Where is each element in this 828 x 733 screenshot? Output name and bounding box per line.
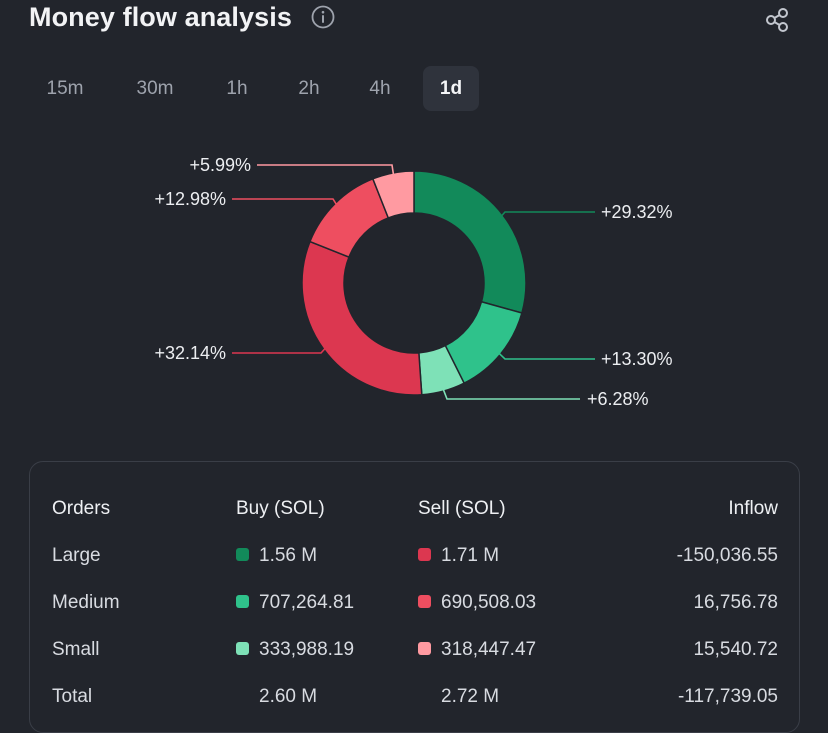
- large-inflow: -150,036.55: [676, 545, 778, 566]
- large-sell-value: 1.71 M: [441, 545, 500, 566]
- money-flow-donut-chart: +29.32% +13.30% +6.28% +32.14% +12.98% +5.99%: [154, 155, 673, 409]
- small-sell: 318,447.47: [418, 638, 536, 662]
- medium-sell-value: 690,508.03: [441, 592, 537, 613]
- donut-label-2: +6.28%: [587, 389, 649, 409]
- donut-slice-0[interactable]: [413, 170, 527, 314]
- large-buy: 1.56 M: [236, 544, 317, 568]
- donut-leader-line-2: [441, 386, 580, 400]
- share-icon[interactable]: [763, 6, 791, 34]
- donut-leader-line-4: [232, 198, 339, 207]
- tab-15m[interactable]: 15m: [46, 78, 84, 99]
- money-flow-table: Orders Buy (SOL) Sell (SOL) Inflow Large…: [29, 461, 800, 733]
- medium-buy-swatch: [236, 595, 249, 608]
- medium-buy: 707,264.81: [236, 591, 354, 615]
- tab-1d[interactable]: 1d: [423, 66, 479, 111]
- row-label-medium: Medium: [52, 592, 120, 613]
- donut-slice-5[interactable]: [371, 170, 415, 219]
- small-sell-swatch: [418, 642, 431, 655]
- inflow-header: Inflow: [728, 498, 778, 519]
- medium-sell: 690,508.03: [418, 591, 536, 615]
- large-sell: 1.71 M: [418, 544, 499, 568]
- buy-header: Buy (SOL): [236, 498, 325, 519]
- medium-sell-swatch: [418, 595, 431, 608]
- tab-30m[interactable]: 30m: [136, 78, 174, 99]
- orders-header: Orders: [52, 498, 111, 519]
- donut-leader-line-5: [257, 164, 395, 178]
- small-buy-swatch: [236, 642, 249, 655]
- donut-label-1: +13.30%: [601, 349, 673, 369]
- total-sell: 2.72 M: [441, 686, 500, 707]
- small-inflow: 15,540.72: [693, 639, 778, 660]
- small-buy-value: 333,988.19: [259, 639, 355, 660]
- row-label-total: Total: [52, 686, 93, 707]
- donut-label-3: +32.14%: [154, 343, 226, 363]
- page-title: Money flow analysis: [29, 2, 292, 32]
- small-sell-value: 318,447.47: [441, 639, 537, 660]
- donut-label-5: +5.99%: [189, 155, 251, 175]
- tab-1h[interactable]: 1h: [226, 78, 248, 99]
- donut-label-0: +29.32%: [601, 202, 673, 222]
- info-icon[interactable]: [311, 5, 335, 29]
- large-buy-value: 1.56 M: [259, 545, 318, 566]
- medium-inflow: 16,756.78: [693, 592, 778, 613]
- total-buy: 2.60 M: [259, 686, 318, 707]
- tab-2h[interactable]: 2h: [298, 78, 320, 99]
- medium-buy-value: 707,264.81: [259, 592, 355, 613]
- small-buy: 333,988.19: [236, 638, 354, 662]
- donut-slice-3[interactable]: [301, 240, 423, 396]
- row-label-large: Large: [52, 545, 101, 566]
- tab-4h[interactable]: 4h: [369, 78, 391, 99]
- sell-header: Sell (SOL): [418, 498, 506, 519]
- donut-slice-4[interactable]: [308, 177, 390, 259]
- donut-leader-line-1: [496, 351, 595, 360]
- large-sell-swatch: [418, 548, 431, 561]
- row-label-small: Small: [52, 639, 100, 660]
- donut-leader-line-3: [232, 346, 328, 354]
- total-inflow: -117,739.05: [677, 686, 778, 707]
- donut-leader-line-0: [499, 211, 595, 219]
- large-buy-swatch: [236, 548, 249, 561]
- donut-label-4: +12.98%: [154, 189, 226, 209]
